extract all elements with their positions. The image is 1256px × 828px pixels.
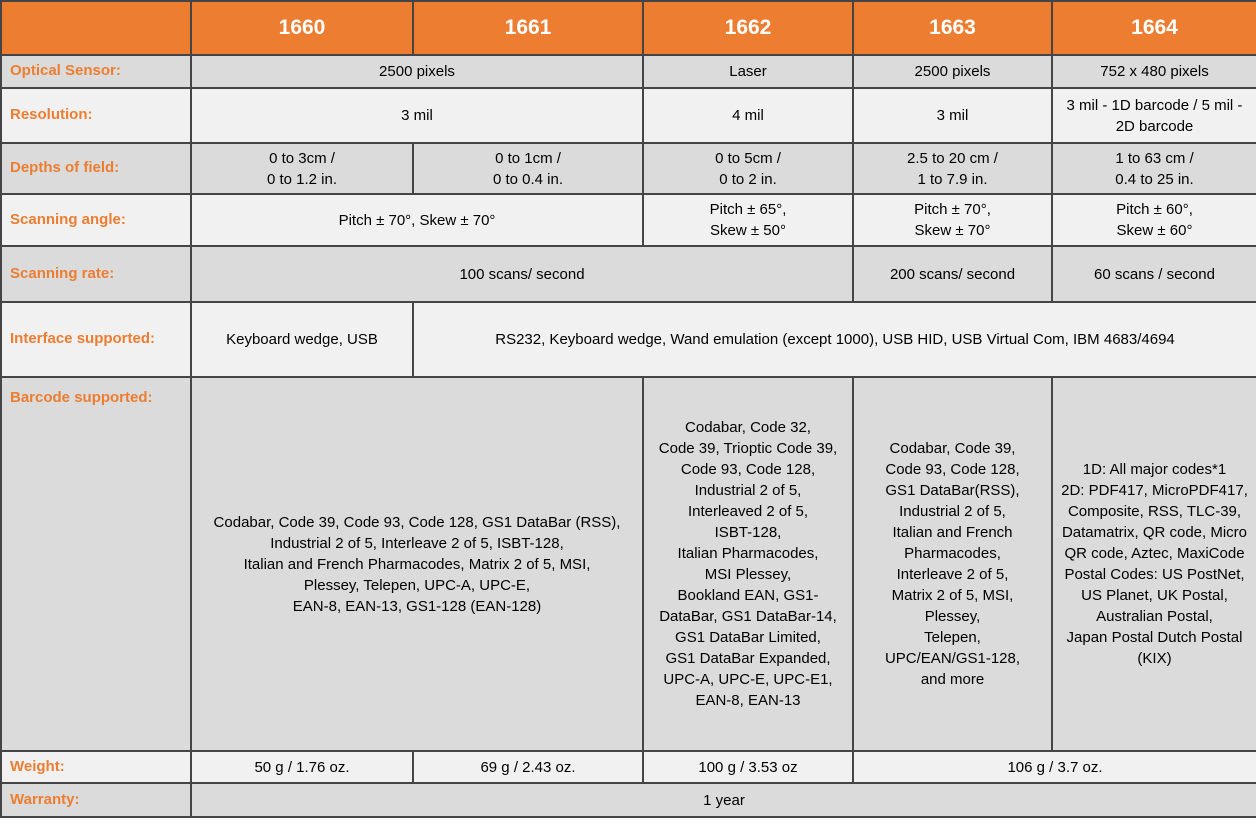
row-warranty: Warranty: 1 year bbox=[0, 782, 1256, 818]
cell-optical-1663: 2500 pixels bbox=[852, 54, 1053, 89]
cell-rate-1663: 200 scans/ second bbox=[852, 245, 1053, 303]
cell-angle-1664: Pitch ± 60°, Skew ± 60° bbox=[1051, 193, 1256, 247]
cell-weight-1661: 69 g / 2.43 oz. bbox=[412, 750, 644, 784]
cell-resolution-1660-1661: 3 mil bbox=[190, 87, 644, 144]
cell-weight-1663-1664: 106 g / 3.7 oz. bbox=[852, 750, 1256, 784]
cell-barcode-1663: Codabar, Code 39, Code 93, Code 128, GS1… bbox=[852, 376, 1053, 752]
row-label-weight: Weight: bbox=[0, 750, 192, 784]
cell-optical-1660-1661: 2500 pixels bbox=[190, 54, 644, 89]
row-label-scanning-angle: Scanning angle: bbox=[0, 193, 192, 247]
cell-depths-1661: 0 to 1cm / 0 to 0.4 in. bbox=[412, 142, 644, 195]
row-barcode-supported: Barcode supported: Codabar, Code 39, Cod… bbox=[0, 376, 1256, 752]
corner-cell bbox=[0, 0, 192, 56]
cell-optical-1662: Laser bbox=[642, 54, 854, 89]
cell-resolution-1664: 3 mil - 1D barcode / 5 mil - 2D barcode bbox=[1051, 87, 1256, 144]
cell-interface-1660: Keyboard wedge, USB bbox=[190, 301, 414, 378]
row-label-optical-sensor: Optical Sensor: bbox=[0, 54, 192, 89]
cell-angle-1663: Pitch ± 70°, Skew ± 70° bbox=[852, 193, 1053, 247]
column-header-1663: 1663 bbox=[852, 0, 1053, 56]
cell-optical-1664: 752 x 480 pixels bbox=[1051, 54, 1256, 89]
cell-depths-1663: 2.5 to 20 cm / 1 to 7.9 in. bbox=[852, 142, 1053, 195]
row-label-warranty: Warranty: bbox=[0, 782, 192, 818]
row-interface-supported: Interface supported: Keyboard wedge, USB… bbox=[0, 301, 1256, 378]
cell-barcode-1662: Codabar, Code 32, Code 39, Trioptic Code… bbox=[642, 376, 854, 752]
cell-depths-1664: 1 to 63 cm / 0.4 to 25 in. bbox=[1051, 142, 1256, 195]
column-header-1662: 1662 bbox=[642, 0, 854, 56]
row-resolution: Resolution: 3 mil 4 mil 3 mil 3 mil - 1D… bbox=[0, 87, 1256, 144]
cell-barcode-1660-1661: Codabar, Code 39, Code 93, Code 128, GS1… bbox=[190, 376, 644, 752]
column-header-1664: 1664 bbox=[1051, 0, 1256, 56]
cell-resolution-1663: 3 mil bbox=[852, 87, 1053, 144]
row-depths-of-field: Depths of field: 0 to 3cm / 0 to 1.2 in.… bbox=[0, 142, 1256, 195]
row-label-resolution: Resolution: bbox=[0, 87, 192, 144]
row-label-interface-supported: Interface supported: bbox=[0, 301, 192, 378]
column-header-1660: 1660 bbox=[190, 0, 414, 56]
table-header-row: 1660 1661 1662 1663 1664 bbox=[0, 0, 1256, 56]
row-label-barcode-supported: Barcode supported: bbox=[0, 376, 192, 752]
cell-warranty-all: 1 year bbox=[190, 782, 1256, 818]
cell-weight-1662: 100 g / 3.53 oz bbox=[642, 750, 854, 784]
row-optical-sensor: Optical Sensor: 2500 pixels Laser 2500 p… bbox=[0, 54, 1256, 89]
row-scanning-rate: Scanning rate: 100 scans/ second 200 sca… bbox=[0, 245, 1256, 303]
cell-angle-1662: Pitch ± 65°, Skew ± 50° bbox=[642, 193, 854, 247]
cell-rate-1664: 60 scans / second bbox=[1051, 245, 1256, 303]
cell-resolution-1662: 4 mil bbox=[642, 87, 854, 144]
cell-barcode-1664: 1D: All major codes*1 2D: PDF417, MicroP… bbox=[1051, 376, 1256, 752]
cell-depths-1662: 0 to 5cm / 0 to 2 in. bbox=[642, 142, 854, 195]
column-header-1661: 1661 bbox=[412, 0, 644, 56]
cell-angle-1660-1661: Pitch ± 70°, Skew ± 70° bbox=[190, 193, 644, 247]
cell-depths-1660: 0 to 3cm / 0 to 1.2 in. bbox=[190, 142, 414, 195]
cell-interface-1661-1664: RS232, Keyboard wedge, Wand emulation (e… bbox=[412, 301, 1256, 378]
row-label-depths-of-field: Depths of field: bbox=[0, 142, 192, 195]
row-scanning-angle: Scanning angle: Pitch ± 70°, Skew ± 70° … bbox=[0, 193, 1256, 247]
row-weight: Weight: 50 g / 1.76 oz. 69 g / 2.43 oz. … bbox=[0, 750, 1256, 784]
cell-rate-1660-1662: 100 scans/ second bbox=[190, 245, 854, 303]
row-label-scanning-rate: Scanning rate: bbox=[0, 245, 192, 303]
cell-weight-1660: 50 g / 1.76 oz. bbox=[190, 750, 414, 784]
